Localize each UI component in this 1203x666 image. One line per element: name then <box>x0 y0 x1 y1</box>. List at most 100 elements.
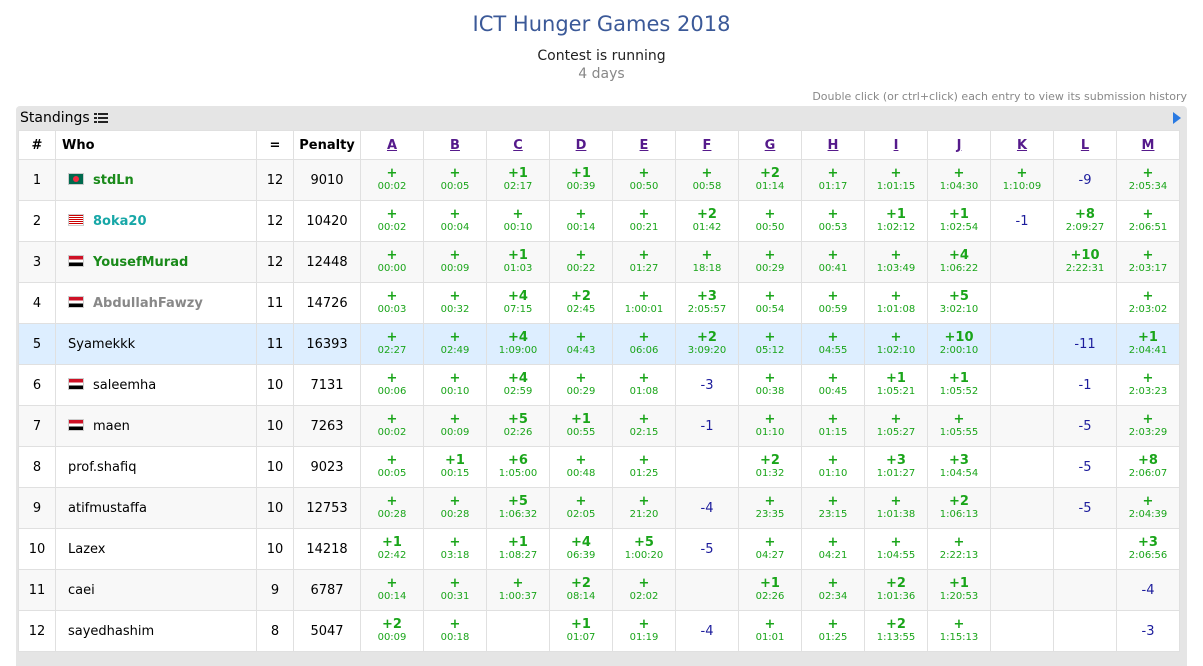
problem-cell-b[interactable]: +00:05 <box>423 159 487 201</box>
problem-cell-g[interactable]: +01:01 <box>738 610 802 652</box>
problem-cell-j[interactable]: +1 1:05:52 <box>927 364 991 406</box>
problem-cell-l[interactable]: -9 <box>1053 159 1117 201</box>
problem-cell-d[interactable]: +00:22 <box>549 241 613 283</box>
problem-cell-b[interactable]: +00:28 <box>423 487 487 529</box>
problem-cell-j[interactable]: +1 1:20:53 <box>927 569 991 611</box>
problem-cell-j[interactable]: +3 1:04:54 <box>927 446 991 488</box>
problem-cell-k[interactable] <box>990 569 1054 611</box>
problem-cell-f[interactable]: +2 01:42 <box>675 200 739 242</box>
problem-cell-e[interactable]: +01:27 <box>612 241 676 283</box>
problem-cell-d[interactable]: +00:14 <box>549 200 613 242</box>
problem-cell-m[interactable]: +2:05:34 <box>1116 159 1180 201</box>
problem-cell-d[interactable]: +4 06:39 <box>549 528 613 570</box>
problem-cell-l[interactable]: -5 <box>1053 405 1117 447</box>
problem-cell-m[interactable]: +3 2:06:56 <box>1116 528 1180 570</box>
problem-cell-h[interactable]: +04:21 <box>801 528 865 570</box>
problem-cell-d[interactable]: +2 08:14 <box>549 569 613 611</box>
problem-link-d[interactable]: D <box>575 137 587 153</box>
problem-cell-b[interactable]: +00:09 <box>423 241 487 283</box>
problem-cell-l[interactable]: +8 2:09:27 <box>1053 200 1117 242</box>
problem-cell-e[interactable]: +1:00:01 <box>612 282 676 324</box>
problem-cell-h[interactable]: +00:59 <box>801 282 865 324</box>
problem-cell-h[interactable]: +23:15 <box>801 487 865 529</box>
problem-cell-f[interactable]: +3 2:05:57 <box>675 282 739 324</box>
problem-cell-a[interactable]: +00:03 <box>360 282 424 324</box>
problem-link-m[interactable]: M <box>1141 137 1155 153</box>
problem-cell-k[interactable] <box>990 282 1054 324</box>
problem-cell-a[interactable]: +2 00:09 <box>360 610 424 652</box>
contestant-name[interactable]: sayedhashim <box>68 623 155 639</box>
problem-cell-c[interactable]: +4 1:09:00 <box>486 323 550 365</box>
problem-cell-m[interactable]: +2:03:29 <box>1116 405 1180 447</box>
problem-cell-k[interactable] <box>990 241 1054 283</box>
problem-cell-h[interactable]: +01:25 <box>801 610 865 652</box>
problem-cell-l[interactable]: -5 <box>1053 446 1117 488</box>
table-row[interactable]: 1 stdLn 12 9010 +00:02 +00:05 +1 02:17 +1 00:39 +0… <box>18 159 1180 201</box>
problem-cell-a[interactable]: +00:02 <box>360 405 424 447</box>
problem-cell-e[interactable]: +21:20 <box>612 487 676 529</box>
contestant-name[interactable]: AbdullahFawzy <box>93 295 203 311</box>
problem-cell-h[interactable]: +00:45 <box>801 364 865 406</box>
problem-cell-g[interactable]: +00:29 <box>738 241 802 283</box>
problem-link-e[interactable]: E <box>639 137 649 153</box>
problem-cell-d[interactable]: +00:29 <box>549 364 613 406</box>
problem-cell-f[interactable]: +2 3:09:20 <box>675 323 739 365</box>
problem-cell-d[interactable]: +1 00:39 <box>549 159 613 201</box>
problem-cell-m[interactable]: +1 2:04:41 <box>1116 323 1180 365</box>
contestant-name[interactable]: stdLn <box>93 172 134 188</box>
problem-link-g[interactable]: G <box>764 137 776 153</box>
problem-cell-c[interactable]: +1:00:37 <box>486 569 550 611</box>
problem-cell-a[interactable]: +00:02 <box>360 159 424 201</box>
problem-cell-i[interactable]: +1:01:38 <box>864 487 928 529</box>
problem-cell-m[interactable]: +2:03:23 <box>1116 364 1180 406</box>
problem-cell-f[interactable]: +00:58 <box>675 159 739 201</box>
contestant-name[interactable]: maen <box>93 418 130 434</box>
problem-cell-g[interactable]: +23:35 <box>738 487 802 529</box>
problem-cell-a[interactable]: +00:14 <box>360 569 424 611</box>
problem-cell-l[interactable]: +10 2:22:31 <box>1053 241 1117 283</box>
problem-cell-g[interactable]: +1 02:26 <box>738 569 802 611</box>
problem-cell-a[interactable]: +00:06 <box>360 364 424 406</box>
problem-cell-g[interactable]: +2 01:32 <box>738 446 802 488</box>
problem-cell-i[interactable]: +1:05:27 <box>864 405 928 447</box>
problem-cell-e[interactable]: +01:08 <box>612 364 676 406</box>
list-icon[interactable] <box>93 112 108 124</box>
problem-link-l[interactable]: L <box>1080 137 1090 153</box>
problem-cell-h[interactable]: +00:53 <box>801 200 865 242</box>
problem-cell-i[interactable]: +1 1:05:21 <box>864 364 928 406</box>
problem-cell-b[interactable]: +03:18 <box>423 528 487 570</box>
problem-cell-e[interactable]: +02:15 <box>612 405 676 447</box>
problem-cell-i[interactable]: +1 1:02:12 <box>864 200 928 242</box>
problem-cell-h[interactable]: +01:17 <box>801 159 865 201</box>
problem-cell-c[interactable]: +4 02:59 <box>486 364 550 406</box>
problem-cell-b[interactable]: +00:32 <box>423 282 487 324</box>
problem-cell-f[interactable]: -5 <box>675 528 739 570</box>
problem-cell-e[interactable]: +01:25 <box>612 446 676 488</box>
problem-cell-b[interactable]: +00:31 <box>423 569 487 611</box>
problem-cell-h[interactable]: +01:10 <box>801 446 865 488</box>
problem-cell-d[interactable]: +1 01:07 <box>549 610 613 652</box>
table-row[interactable]: 11 caei 9 6787 +00:14 +00:31 +1:00:37 +2 08:14 +0… <box>18 569 1180 611</box>
problem-cell-f[interactable] <box>675 446 739 488</box>
problem-cell-a[interactable]: +02:27 <box>360 323 424 365</box>
problem-cell-e[interactable]: +5 1:00:20 <box>612 528 676 570</box>
problem-cell-i[interactable]: +2 1:13:55 <box>864 610 928 652</box>
problem-cell-g[interactable]: +05:12 <box>738 323 802 365</box>
table-row[interactable]: 2 8oka20 12 10420 +00:02 +00:04 +00:10 +00:14 +0… <box>18 200 1180 242</box>
table-row[interactable]: 10 Lazex 10 14218 +1 02:42 +03:18 +1 1:08:27 +4 06… <box>18 528 1180 570</box>
contestant-name[interactable]: prof.shafiq <box>68 459 137 475</box>
table-row[interactable]: 3 YousefMurad 12 12448 +00:00 +00:09 +1 01:03 +0… <box>18 241 1180 283</box>
problem-cell-i[interactable]: +2 1:01:36 <box>864 569 928 611</box>
table-row[interactable]: 7 maen 10 7263 +00:02 +00:09 +5 02:26 +1 00:55 +02… <box>18 405 1180 447</box>
problem-cell-l[interactable] <box>1053 528 1117 570</box>
problem-cell-d[interactable]: +02:05 <box>549 487 613 529</box>
contestant-name[interactable]: saleemha <box>93 377 157 393</box>
problem-cell-c[interactable] <box>486 610 550 652</box>
problem-cell-c[interactable]: +5 1:06:32 <box>486 487 550 529</box>
problem-cell-c[interactable]: +1 02:17 <box>486 159 550 201</box>
problem-cell-h[interactable]: +02:34 <box>801 569 865 611</box>
problem-cell-k[interactable] <box>990 610 1054 652</box>
problem-cell-l[interactable]: -5 <box>1053 487 1117 529</box>
contestant-name[interactable]: Lazex <box>68 541 106 557</box>
problem-cell-m[interactable]: +8 2:06:07 <box>1116 446 1180 488</box>
